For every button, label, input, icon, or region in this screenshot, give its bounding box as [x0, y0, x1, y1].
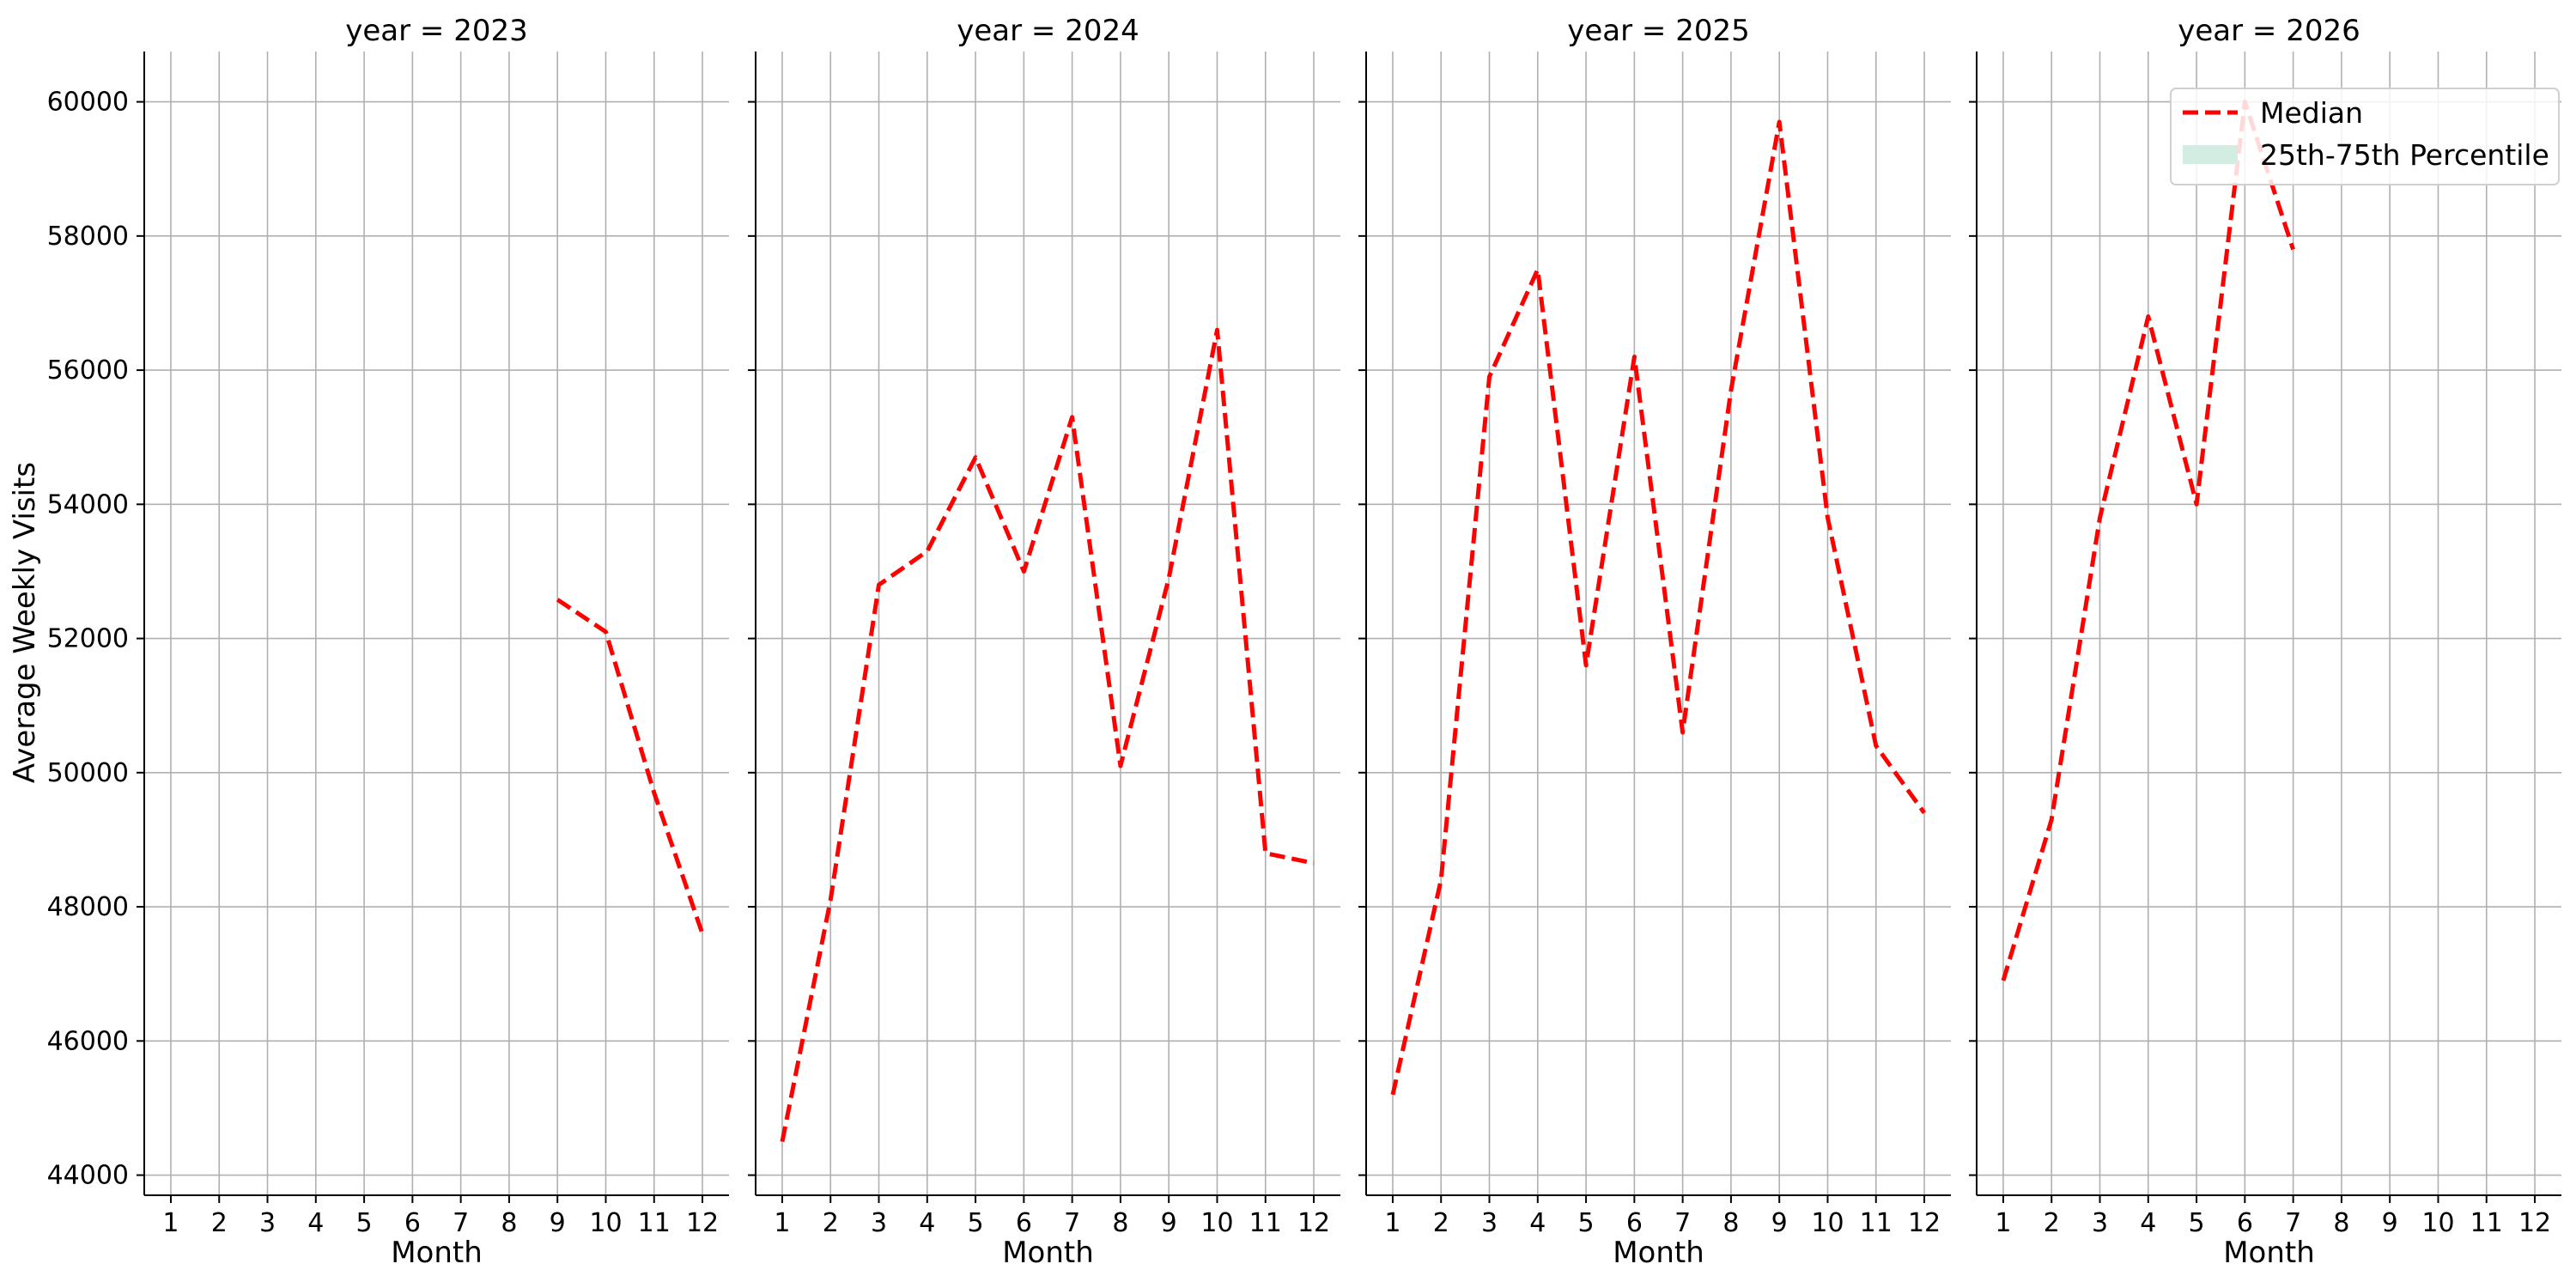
legend-label-percentile: 25th-75th Percentile — [2260, 138, 2549, 172]
x-tick-label: 4 — [2140, 1208, 2156, 1238]
x-tick-label: 5 — [2189, 1208, 2205, 1238]
x-tick-label: 11 — [1860, 1208, 1893, 1238]
x-tick-label: 1 — [1995, 1208, 2011, 1238]
x-tick-label: 4 — [1529, 1208, 1546, 1238]
y-tick-label: 50000 — [47, 758, 129, 788]
x-axis-label: Month — [1613, 1236, 1704, 1270]
y-tick-label: 44000 — [47, 1161, 129, 1191]
x-tick-label: 4 — [307, 1208, 324, 1238]
x-tick-label: 11 — [638, 1208, 671, 1238]
x-tick-label: 6 — [1626, 1208, 1643, 1238]
x-tick-label: 5 — [1578, 1208, 1595, 1238]
x-tick-label: 7 — [1674, 1208, 1691, 1238]
x-tick-label: 1 — [1384, 1208, 1400, 1238]
x-tick-label: 8 — [501, 1208, 517, 1238]
x-tick-label: 10 — [1200, 1208, 1233, 1238]
x-tick-label: 9 — [2382, 1208, 2398, 1238]
x-tick-label: 2 — [211, 1208, 228, 1238]
y-axis-label: Average Weekly Visits — [8, 462, 42, 783]
panel-title: year = 2024 — [957, 14, 1139, 48]
x-tick-label: 4 — [919, 1208, 935, 1238]
legend-label-median: Median — [2260, 96, 2363, 130]
x-tick-label: 1 — [162, 1208, 179, 1238]
x-tick-label: 9 — [550, 1208, 566, 1238]
x-tick-label: 7 — [2285, 1208, 2301, 1238]
legend-box — [2170, 88, 2560, 185]
x-tick-label: 3 — [1481, 1208, 1498, 1238]
x-tick-label: 5 — [356, 1208, 373, 1238]
panels-layer: 1 2 3 4 5 6 7 8 9 10 11 124400046000480005000052000… — [47, 14, 2561, 1270]
x-tick-label: 3 — [259, 1208, 276, 1238]
y-tick-label: 56000 — [47, 355, 129, 386]
x-tick-label: 12 — [2518, 1208, 2551, 1238]
y-tick-label: 46000 — [47, 1026, 129, 1056]
x-tick-label: 12 — [1908, 1208, 1941, 1238]
y-tick-label: 60000 — [47, 88, 129, 118]
median-line — [1390, 119, 1927, 1096]
x-tick-label: 6 — [404, 1208, 421, 1238]
legend-band-swatch — [2183, 145, 2238, 164]
y-tick-label: 54000 — [47, 489, 129, 519]
x-tick-label: 10 — [2421, 1208, 2454, 1238]
x-tick-label: 7 — [1064, 1208, 1080, 1238]
x-tick-label: 2 — [1433, 1208, 1449, 1238]
x-tick-label: 6 — [2237, 1208, 2253, 1238]
x-tick-label: 9 — [1161, 1208, 1177, 1238]
legend: Median 25th-75th Percentile — [2170, 88, 2560, 185]
x-tick-label: 1 — [774, 1208, 790, 1238]
x-tick-label: 5 — [968, 1208, 984, 1238]
x-axis-label: Month — [2223, 1236, 2315, 1270]
y-tick-label: 58000 — [47, 222, 129, 252]
x-tick-label: 12 — [1297, 1208, 1330, 1238]
x-axis-label: Month — [1002, 1236, 1094, 1270]
x-tick-label: 12 — [686, 1208, 719, 1238]
facet-panel: 1 2 3 4 5 6 7 8 9 10 11 124400046000480005000052000… — [47, 14, 729, 1270]
x-tick-label: 10 — [589, 1208, 622, 1238]
y-tick-label: 52000 — [47, 624, 129, 654]
x-tick-label: 3 — [2092, 1208, 2108, 1238]
x-tick-label: 8 — [2333, 1208, 2349, 1238]
x-tick-label: 7 — [453, 1208, 469, 1238]
panel-title: year = 2025 — [1567, 14, 1749, 48]
x-tick-label: 6 — [1016, 1208, 1032, 1238]
y-tick-label: 48000 — [47, 892, 129, 922]
x-tick-label: 8 — [1112, 1208, 1128, 1238]
x-tick-label: 3 — [871, 1208, 887, 1238]
x-tick-label: 11 — [1249, 1208, 1282, 1238]
x-tick-label: 8 — [1722, 1208, 1739, 1238]
x-axis-label: Month — [391, 1236, 483, 1270]
median-line — [780, 327, 1315, 1142]
median-line — [556, 598, 705, 935]
x-tick-label: 9 — [1771, 1208, 1788, 1238]
x-tick-label: 10 — [1811, 1208, 1844, 1238]
x-tick-label: 11 — [2470, 1208, 2503, 1238]
x-tick-label: 2 — [823, 1208, 839, 1238]
panel-title: year = 2023 — [345, 14, 527, 48]
panel-title: year = 2026 — [2178, 14, 2360, 48]
x-tick-label: 2 — [2044, 1208, 2060, 1238]
